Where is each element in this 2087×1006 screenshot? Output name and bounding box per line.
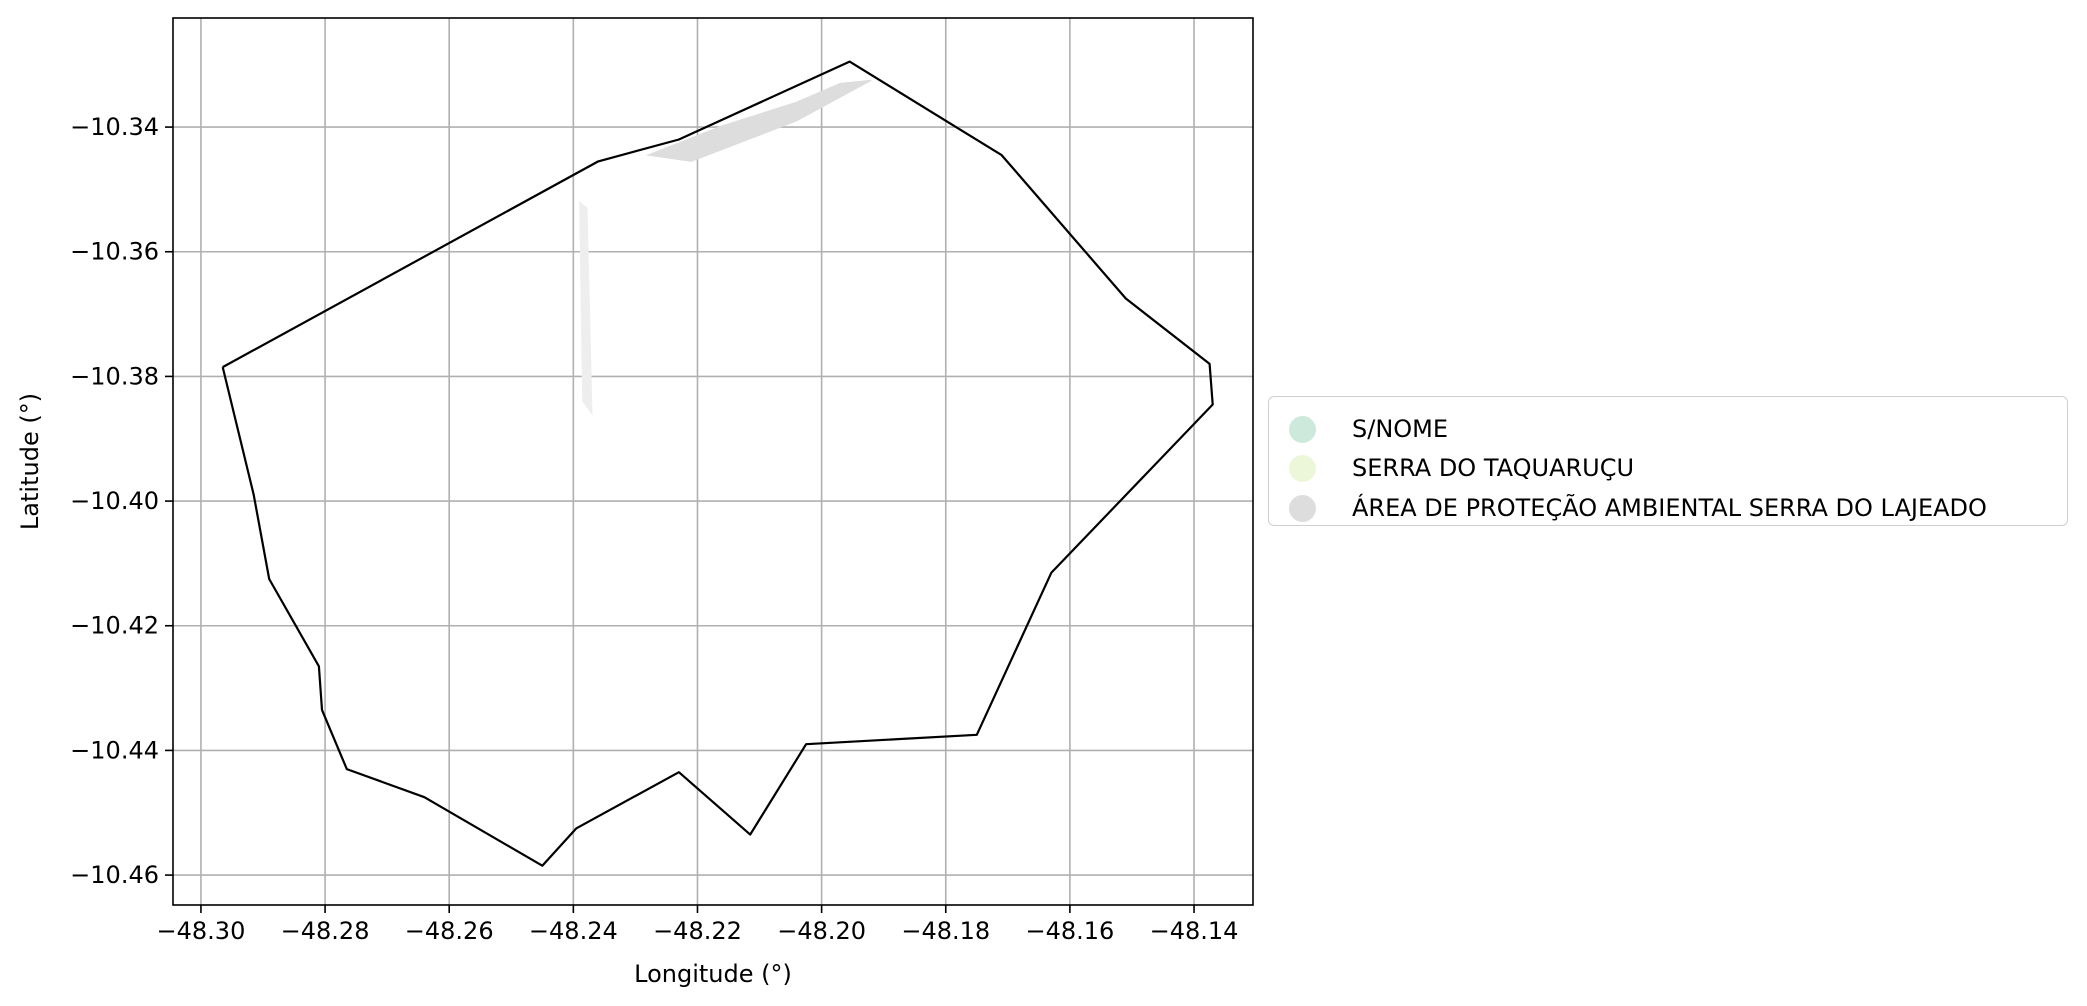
legend-label-s-nome: S/NOME bbox=[1352, 415, 1449, 443]
y-tick-label-5: −10.44 bbox=[70, 736, 159, 764]
grid-lines bbox=[173, 18, 1253, 905]
feature-polygons bbox=[579, 79, 872, 416]
municipality-boundary bbox=[221, 60, 1214, 867]
x-tick-label-3: −48.24 bbox=[529, 917, 618, 945]
y-tick-label-2: −10.38 bbox=[70, 362, 159, 390]
boundary-line bbox=[221, 60, 1214, 867]
legend: S/NOME SERRA DO TAQUARUÇU ÁREA DE PROTEÇ… bbox=[1268, 396, 2068, 526]
x-tick-label-0: −48.30 bbox=[157, 917, 246, 945]
x-tick-label-6: −48.18 bbox=[901, 917, 990, 945]
x-tick-label-7: −48.16 bbox=[1025, 917, 1114, 945]
legend-item-s-nome: S/NOME bbox=[1289, 414, 1448, 444]
feature-area-de-protecao-ambiental-serra-do-lajeado-0 bbox=[645, 79, 872, 162]
x-tick-label-1: −48.28 bbox=[281, 917, 370, 945]
y-tick-label-6: −10.46 bbox=[70, 861, 159, 889]
y-tick-label-0: −10.34 bbox=[70, 113, 159, 141]
x-tick-label-8: −48.14 bbox=[1150, 917, 1239, 945]
x-tick-label-4: −48.22 bbox=[653, 917, 742, 945]
legend-label-apa-serra-do-lajeado: ÁREA DE PROTEÇÃO AMBIENTAL SERRA DO LAJE… bbox=[1352, 494, 1987, 522]
legend-item-serra-do-taquarucu: SERRA DO TAQUARUÇU bbox=[1289, 453, 1634, 483]
y-tick-label-3: −10.40 bbox=[70, 487, 159, 515]
y-tick-label-4: −10.42 bbox=[70, 612, 159, 640]
y-axis-label: Latitude (°) bbox=[16, 393, 44, 530]
plot-frame bbox=[172, 17, 1254, 906]
legend-marker-serra-do-taquarucu bbox=[1289, 454, 1316, 482]
legend-marker-s-nome bbox=[1289, 415, 1316, 443]
x-axis-ticks: −48.30 −48.28 −48.26 −48.24 −48.22 −48.20 −48.… bbox=[157, 905, 1239, 945]
x-axis-label: Longitude (°) bbox=[634, 960, 792, 988]
legend-marker-apa-serra-do-lajeado bbox=[1289, 494, 1316, 522]
x-tick-label-5: −48.20 bbox=[777, 917, 866, 945]
x-tick-label-2: −48.26 bbox=[405, 917, 494, 945]
legend-item-apa-serra-do-lajeado: ÁREA DE PROTEÇÃO AMBIENTAL SERRA DO LAJE… bbox=[1289, 493, 1987, 523]
legend-label-serra-do-taquarucu: SERRA DO TAQUARUÇU bbox=[1352, 454, 1635, 482]
y-tick-label-1: −10.36 bbox=[70, 238, 159, 266]
y-axis-ticks: −10.34 −10.36 −10.38 −10.40 −10.42 −10.44 −10.… bbox=[70, 113, 173, 889]
feature-area-de-protecao-ambiental-serra-do-lajeado-1 bbox=[579, 200, 593, 416]
